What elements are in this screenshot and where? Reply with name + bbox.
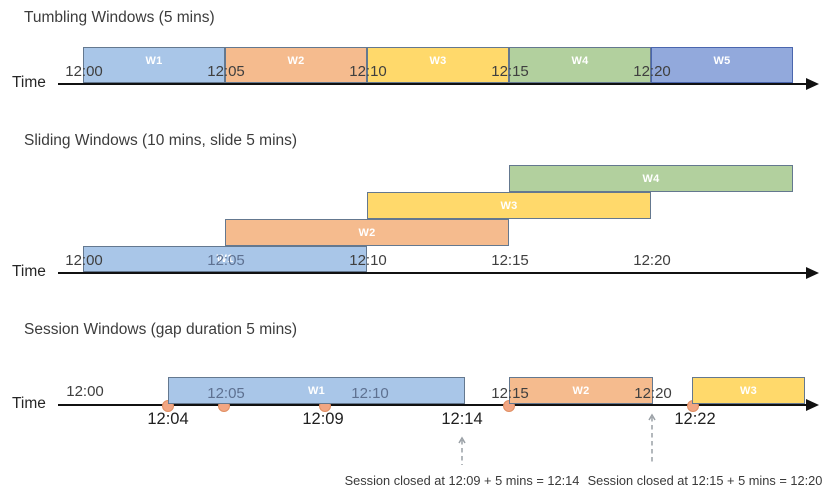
- session-tick-1200: 12:00: [66, 383, 104, 400]
- tumbling-time-axis-label: Time: [12, 74, 46, 91]
- session-window-w1: W1: [168, 377, 465, 404]
- event-label-1204: 12:04: [147, 410, 189, 428]
- tumbling-axis-arrowhead-icon: [806, 78, 819, 90]
- window-label: W1: [307, 384, 326, 397]
- tumbling-tick-1200: 12:00: [65, 63, 103, 80]
- window-label: W1: [145, 55, 163, 67]
- sliding-tick-1215: 12:15: [491, 252, 529, 269]
- tumbling-tick-1205: 12:05: [207, 63, 245, 80]
- session-tick-1205: 12:05: [207, 385, 245, 402]
- event-label-1209: 12:09: [302, 410, 344, 428]
- event-label-1214: 12:14: [441, 410, 483, 428]
- tumbling-section-title: Tumbling Windows (5 mins): [24, 9, 215, 26]
- session-tick-1220: 12:20: [634, 385, 672, 402]
- window-label: W2: [358, 226, 376, 239]
- window-label: W2: [287, 55, 305, 67]
- session-time-axis: [58, 404, 808, 406]
- session-closed-annotation-1: Session closed at 12:09 + 5 mins = 12:14: [344, 473, 580, 488]
- window-label: W3: [429, 55, 447, 67]
- callout-arrow-icon: [648, 413, 656, 465]
- session-axis-arrowhead-icon: [806, 399, 819, 411]
- sliding-window-w2: W2: [225, 219, 509, 246]
- window-label: W5: [713, 55, 731, 67]
- window-label: W2: [572, 384, 590, 397]
- tumbling-window-w5: W5: [651, 47, 793, 83]
- session-section-title: Session Windows (gap duration 5 mins): [24, 321, 298, 338]
- window-label: W4: [571, 55, 589, 67]
- window-label: W3: [739, 384, 758, 397]
- session-tick-1210: 12:10: [351, 385, 389, 402]
- tumbling-tick-1210: 12:10: [349, 63, 387, 80]
- window-label: W4: [642, 172, 660, 185]
- sliding-time-axis-label: Time: [12, 263, 46, 280]
- tumbling-window-w1: W1: [83, 47, 225, 83]
- tumbling-tick-1220: 12:20: [633, 63, 671, 80]
- tumbling-window-w4: W4: [509, 47, 651, 83]
- session-closed-annotation-2: Session closed at 12:15 + 5 mins = 12:20: [587, 473, 823, 488]
- window-label: W3: [500, 199, 518, 212]
- sliding-window-w4: W4: [509, 165, 793, 192]
- tumbling-time-axis: [58, 83, 808, 85]
- sliding-time-axis: [58, 272, 808, 274]
- session-time-axis-label: Time: [12, 395, 46, 412]
- session-window-w2: W2: [509, 377, 653, 404]
- event-label-1222: 12:22: [674, 410, 716, 428]
- sliding-section-title: Sliding Windows (10 mins, slide 5 mins): [24, 132, 298, 149]
- tumbling-tick-1215: 12:15: [491, 63, 529, 80]
- window-label: W1: [216, 253, 234, 265]
- sliding-window-w1: W1: [83, 246, 367, 272]
- session-tick-1215: 12:15: [491, 385, 529, 402]
- tumbling-window-w3: W3: [367, 47, 509, 83]
- sliding-tick-1200: 12:00: [65, 252, 103, 269]
- session-window-w3: W3: [692, 377, 805, 404]
- sliding-tick-1220: 12:20: [633, 252, 671, 269]
- tumbling-window-w2: W2: [225, 47, 367, 83]
- sliding-tick-1205: 12:05: [207, 252, 245, 269]
- sliding-axis-arrowhead-icon: [806, 267, 819, 279]
- sliding-tick-1210: 12:10: [349, 252, 387, 269]
- callout-arrow-icon: [458, 436, 466, 465]
- sliding-window-w3: W3: [367, 192, 651, 219]
